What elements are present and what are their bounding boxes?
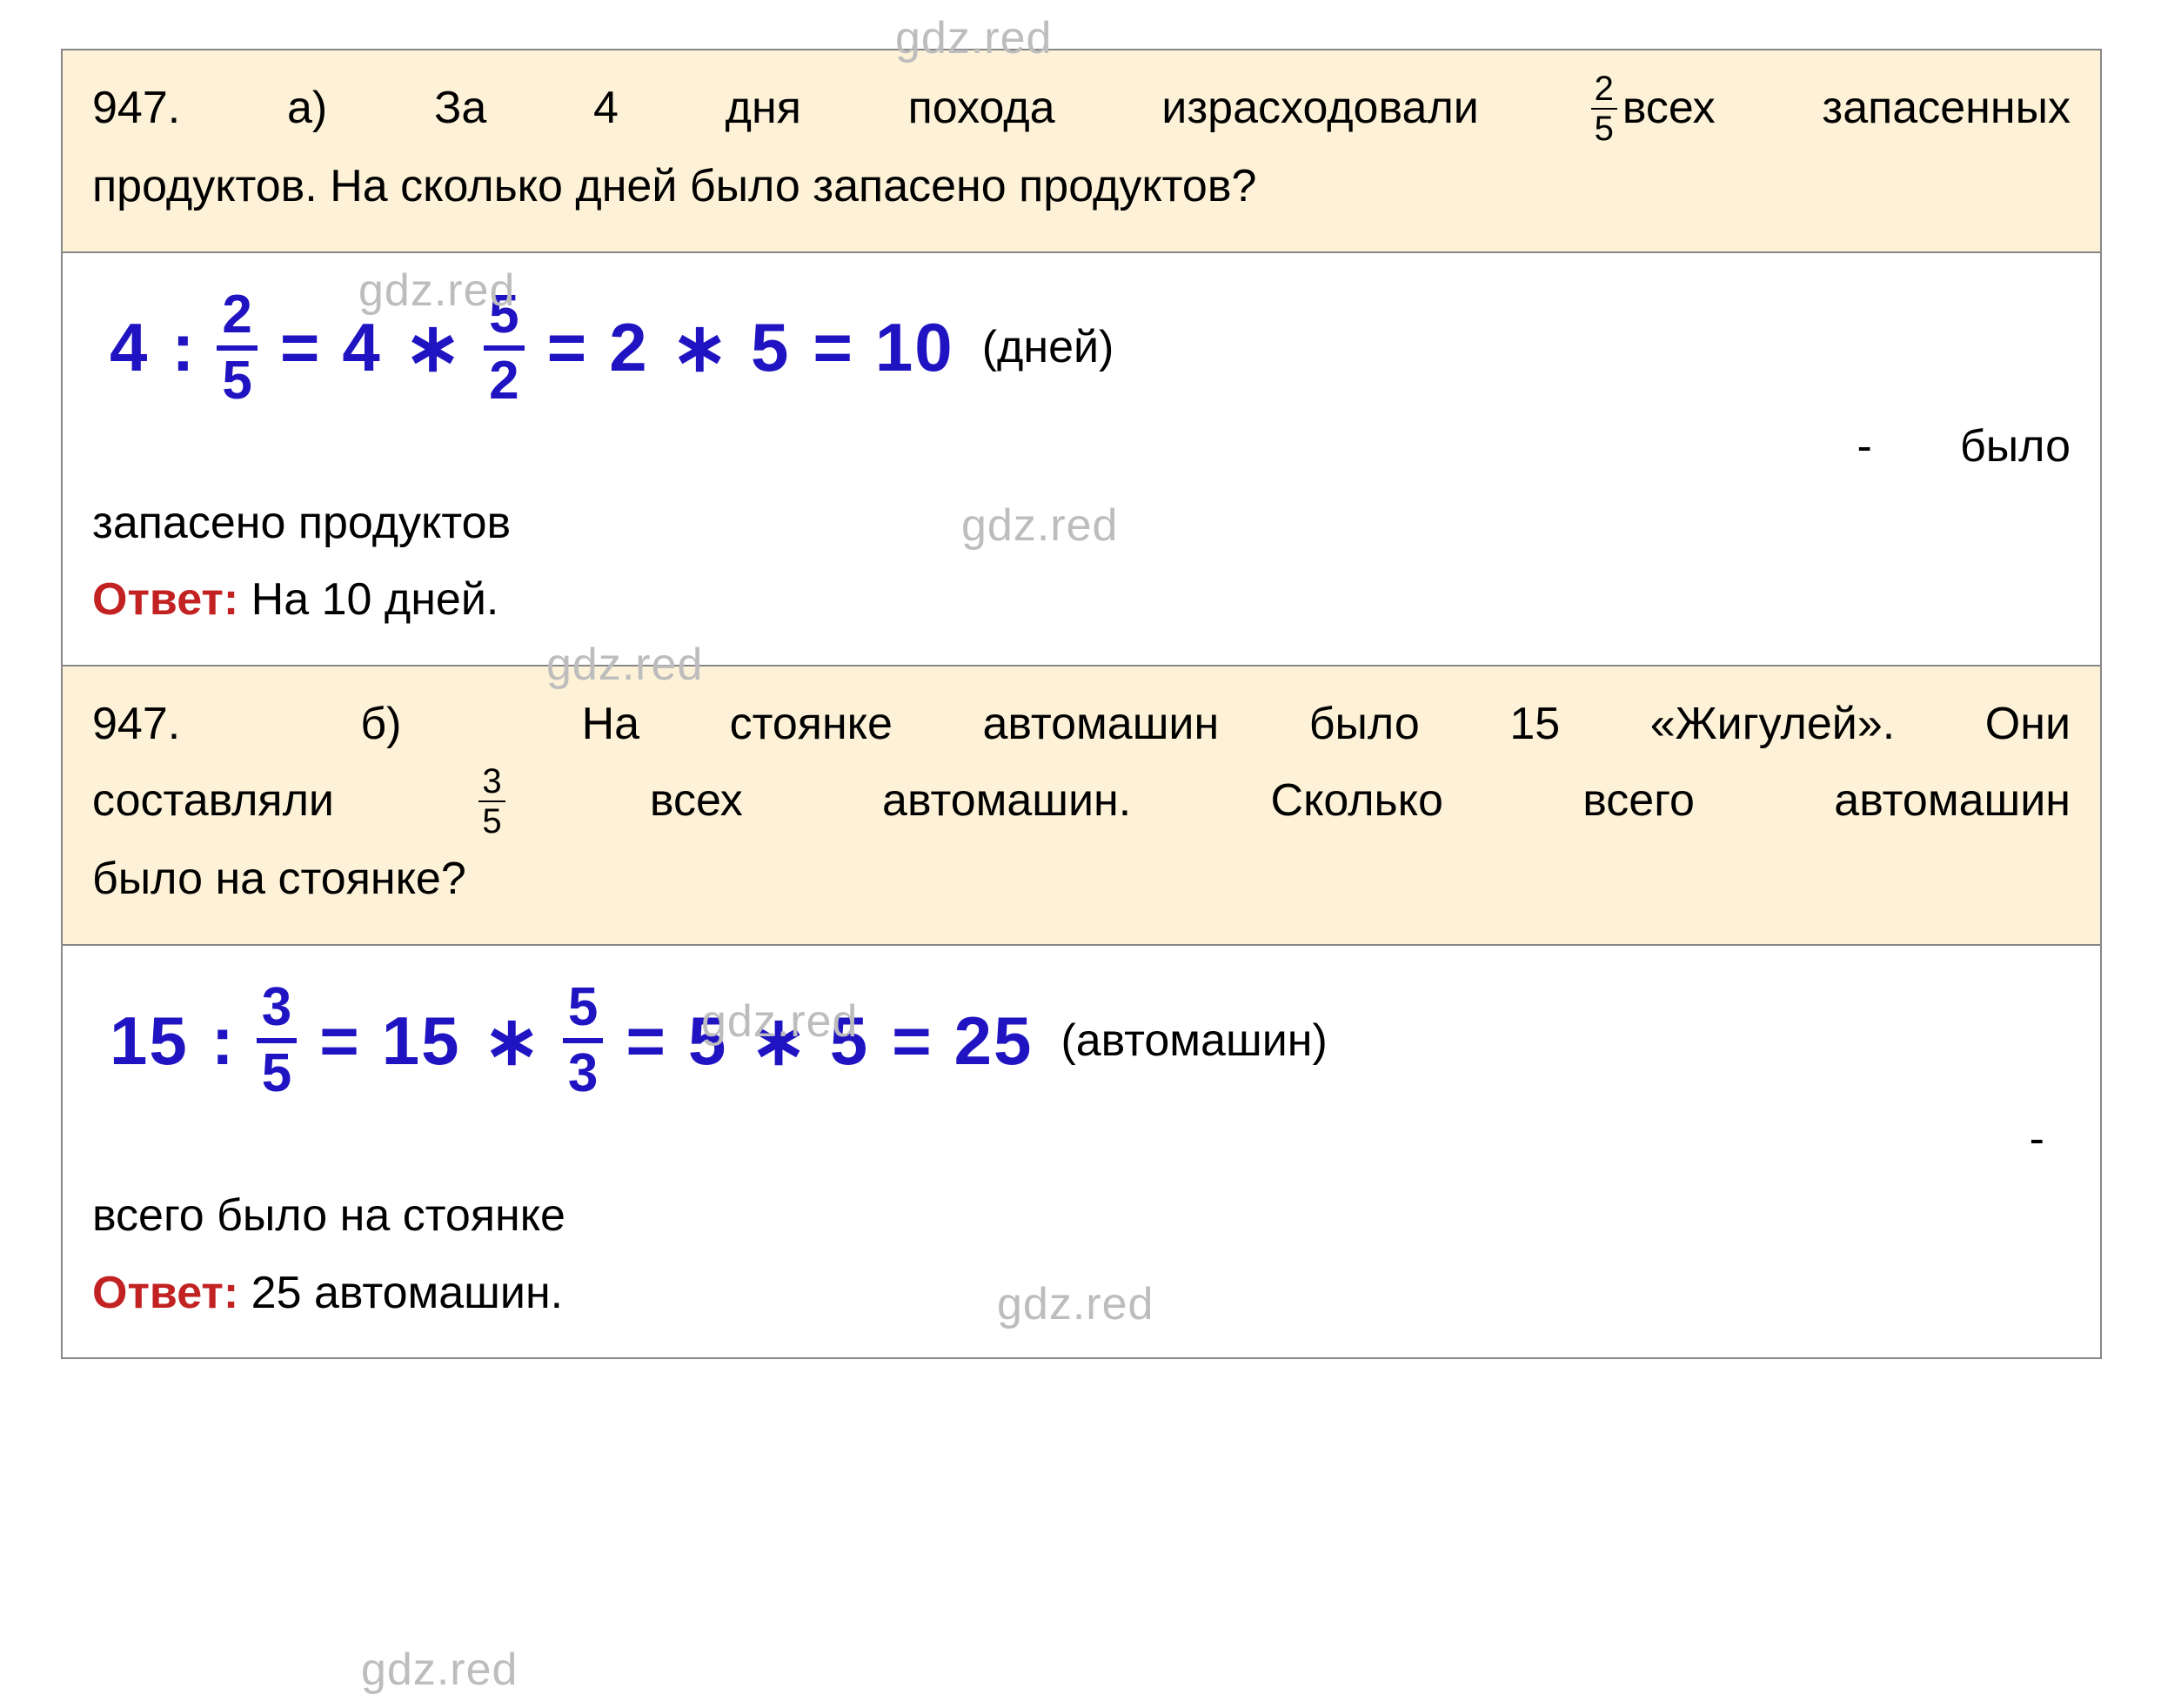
q1-line1: 947. а) За 4 дня похода израсходовали 2 … xyxy=(92,70,2071,148)
s2-f2-num: 5 xyxy=(563,981,603,1038)
q2-line1: 947. б) На стоянке автомашин было 15 «Жи… xyxy=(92,686,2071,762)
s1-answer-row: Ответ: На 10 дней. xyxy=(92,561,2071,638)
s1-a: 4 xyxy=(110,290,149,405)
q1-w4: израсходовали xyxy=(1161,83,1479,133)
q2-line2-post: всех автомашин. Сколько всего автомашин xyxy=(650,775,2071,826)
s2-result: 25 xyxy=(954,983,1034,1099)
s1-op1: : xyxy=(171,290,194,405)
s2-f2-den: 3 xyxy=(563,1043,603,1101)
s2-eq2: = xyxy=(626,983,666,1099)
s1-eq3: = xyxy=(813,290,853,405)
s2-math: 15 : 3 5 = 15 ∗ 5 3 = 5 ∗ 5 = 25 (автома… xyxy=(92,965,2071,1101)
q2-line1-text: На стоянке автомашин было 15 «Жигулей». … xyxy=(582,699,2071,749)
s1-c: 2 xyxy=(609,290,648,405)
solution-947a: 4 : 2 5 = 4 ∗ 5 2 = 2 ∗ 5 = 10 (дней) xyxy=(63,251,2100,665)
s1-dash: - xyxy=(1857,421,1872,472)
q1-line2: продуктов. На сколько дней было запасено… xyxy=(92,148,2071,224)
solution-947b: 15 : 3 5 = 15 ∗ 5 3 = 5 ∗ 5 = 25 (автома… xyxy=(63,944,2100,1357)
q2-label: 947. xyxy=(92,699,180,749)
s1-tailword: было xyxy=(1960,421,2071,472)
s1-op2: ∗ xyxy=(405,290,461,405)
q2-part: б) xyxy=(360,699,401,749)
q1-lastword: запасенных xyxy=(1822,83,2071,133)
q1-tail: всех xyxy=(1622,83,1716,133)
s1-b: 4 xyxy=(342,290,381,405)
q1-label: 947. xyxy=(92,83,180,133)
q1-frac-num: 2 xyxy=(1591,71,1617,108)
s2-f1-den: 5 xyxy=(257,1043,297,1101)
q1-w1: 4 xyxy=(593,83,619,133)
problem-947b: 947. б) На стоянке автомашин было 15 «Жи… xyxy=(63,665,2100,944)
s2-answer-row: Ответ: 25 автомашин. xyxy=(92,1255,2071,1331)
problem-947a: 947. а) За 4 дня похода израсходовали 2 … xyxy=(63,50,2100,251)
q1-part: а) xyxy=(287,83,327,133)
q1-w3: похода xyxy=(908,83,1055,133)
s2-b: 15 xyxy=(382,983,461,1099)
q2-line2-pre: составляли xyxy=(92,775,473,826)
s1-dash-row: - было xyxy=(92,408,2071,485)
s1-f2-den: 2 xyxy=(484,351,524,408)
q1-w0: За xyxy=(434,83,486,133)
q2-line3: было на стоянке? xyxy=(92,841,2071,917)
s2-unit: (автомашин) xyxy=(1060,1002,1327,1079)
s2-cont: всего было на стоянке xyxy=(92,1177,2071,1254)
s1-answer-label: Ответ: xyxy=(92,574,238,625)
q2-fraction: 3 5 xyxy=(478,764,505,839)
s2-d: 5 xyxy=(830,983,869,1099)
s2-eq1: = xyxy=(319,983,359,1099)
s2-a: 15 xyxy=(110,983,189,1099)
q2-line2: составляли 3 5 всех автомашин. Сколько в… xyxy=(92,762,2071,841)
s1-f2-num: 5 xyxy=(484,288,524,345)
s1-f1-den: 5 xyxy=(217,351,257,408)
q2-frac-den: 5 xyxy=(478,802,505,839)
s1-eq1: = xyxy=(280,290,320,405)
s2-answer-label: Ответ: xyxy=(92,1268,238,1318)
s1-f1: 2 5 xyxy=(217,288,257,408)
s2-answer-text: 25 автомашин. xyxy=(238,1268,563,1318)
q2-frac-num: 3 xyxy=(478,764,505,800)
s1-op3: ∗ xyxy=(672,290,728,405)
s1-math: 4 : 2 5 = 4 ∗ 5 2 = 2 ∗ 5 = 10 (дней) xyxy=(92,272,2071,408)
s2-f1: 3 5 xyxy=(257,981,297,1101)
s1-cont: запасено продуктов xyxy=(92,485,2071,561)
q1-w2: дня xyxy=(726,83,801,133)
s1-unit: (дней) xyxy=(982,309,1114,385)
s1-f1-num: 2 xyxy=(217,288,257,345)
s2-f1-num: 3 xyxy=(257,981,297,1038)
s1-f2: 5 2 xyxy=(484,288,524,408)
q1-fraction: 2 5 xyxy=(1591,71,1617,146)
watermark: gdz.red xyxy=(361,1631,518,1708)
s1-result: 10 xyxy=(875,290,954,405)
s2-op2: ∗ xyxy=(484,983,540,1099)
q1-frac-den: 5 xyxy=(1591,110,1617,146)
s2-dash-row: - xyxy=(92,1101,2071,1177)
s1-d: 5 xyxy=(751,290,790,405)
s2-op1: : xyxy=(211,983,234,1099)
s2-f2: 5 3 xyxy=(563,981,603,1101)
s2-eq3: = xyxy=(892,983,932,1099)
s1-answer-text: На 10 дней. xyxy=(238,574,498,625)
document-frame: 947. а) За 4 дня похода израсходовали 2 … xyxy=(61,49,2102,1359)
s1-eq2: = xyxy=(547,290,587,405)
s2-c: 5 xyxy=(688,983,727,1099)
s2-op3: ∗ xyxy=(750,983,806,1099)
s2-dash: - xyxy=(2030,1114,2044,1164)
